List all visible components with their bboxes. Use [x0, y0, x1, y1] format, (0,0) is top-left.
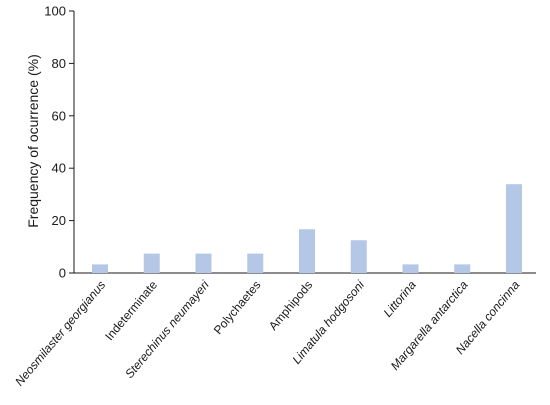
category-label: Amphipods: [266, 278, 315, 333]
bar: [92, 264, 108, 273]
category-labels: Neosmilaster georgianusIndeterminateSter…: [12, 278, 522, 389]
category-label: Littorina: [381, 278, 419, 320]
bar: [143, 253, 160, 273]
bar: [506, 184, 522, 273]
bar: [299, 229, 315, 273]
axes: 0 20 40 60 80 100: [44, 4, 536, 281]
y-axis-title: Frequency of ocurrence (%): [25, 54, 41, 228]
bars: [92, 184, 522, 273]
category-label: Indeterminate: [102, 278, 160, 343]
bar: [350, 240, 367, 273]
bar: [454, 264, 471, 273]
y-tick-label: 60: [52, 108, 66, 123]
bar: [195, 253, 212, 273]
bar: [247, 253, 264, 273]
y-tick-label: 20: [52, 213, 66, 228]
category-label: Polychaetes: [211, 278, 264, 337]
bar: [402, 264, 419, 273]
y-tick-label: 80: [52, 56, 66, 71]
y-tick-label: 0: [59, 266, 66, 281]
category-label: Neosmilaster georgianus: [12, 278, 108, 389]
y-tick-label: 100: [44, 4, 66, 19]
y-tick-label: 40: [52, 161, 66, 176]
